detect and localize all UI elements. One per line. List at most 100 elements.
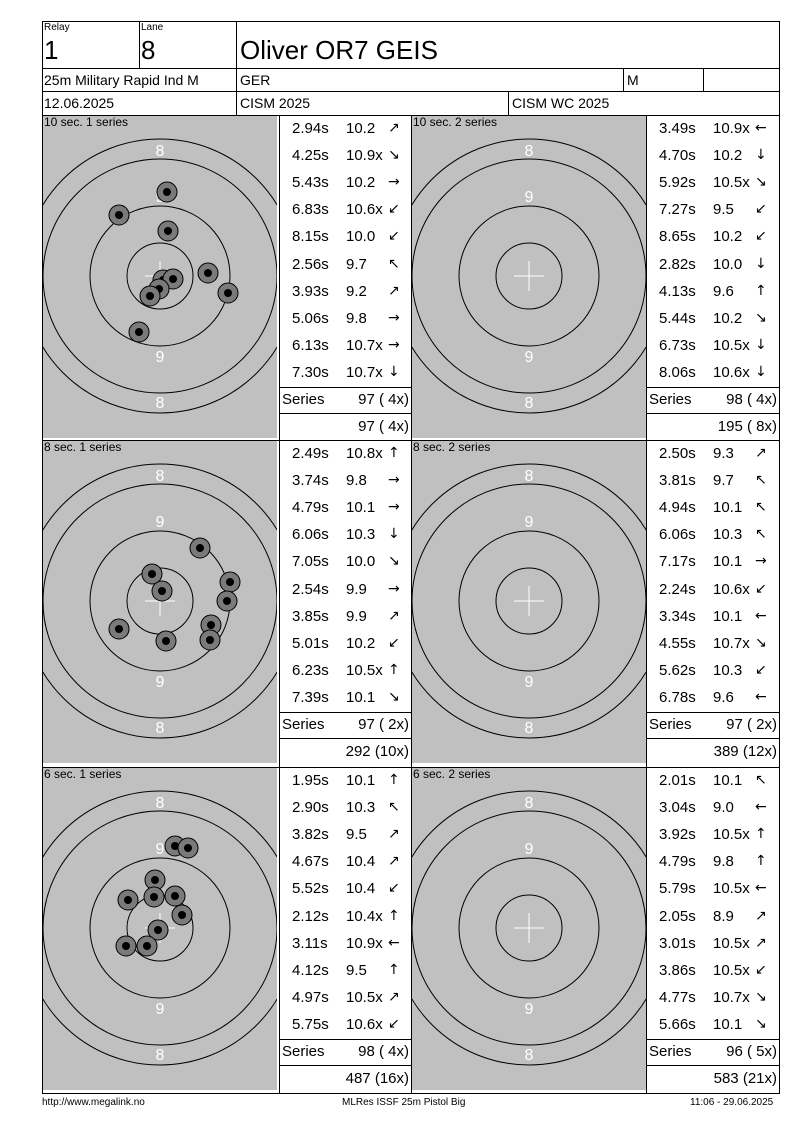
series-rule <box>646 1065 779 1066</box>
frame-right <box>779 21 780 1094</box>
shot-time: 3.81s <box>659 472 696 490</box>
shot-score: 10.2 <box>713 228 743 246</box>
shot-score: 9.9 <box>346 607 367 625</box>
series-total-value: 96 ( 5x) <box>726 1043 777 1060</box>
shot-direction-icon: → <box>388 472 400 489</box>
shot-row: 3.85s 9.9 ↗ <box>280 605 411 632</box>
shot-row: 5.66s 10.1 ↘ <box>647 1013 779 1040</box>
shot-row: 4.97s 10.5x ↗ <box>280 986 411 1013</box>
shot-row: 4.79s 9.8 ↑ <box>647 850 779 877</box>
shot-row: 3.11s 10.9x ← <box>280 932 411 959</box>
series-total-value: 98 ( 4x) <box>726 391 777 408</box>
shot-row: 3.81s 9.7 ↖ <box>647 469 779 496</box>
nation: GER <box>240 72 271 88</box>
series-total-row: Series 96 ( 5x) <box>647 1044 779 1064</box>
shot-time: 4.25s <box>292 147 329 165</box>
shot-row: 5.06s 9.8 → <box>280 307 411 334</box>
shot-direction-icon: ↖ <box>755 772 767 788</box>
running-total-row: 583 (21x) <box>647 1071 779 1091</box>
shot-direction-icon: ↙ <box>388 1015 400 1032</box>
shot-score: 10.0 <box>713 255 743 273</box>
running-total-value: 292 (10x) <box>345 743 409 760</box>
series-label: 6 sec. 2 series <box>413 768 491 781</box>
shot-row: 5.92s 10.5x ↘ <box>647 171 779 198</box>
shot-direction-icon: ↖ <box>755 472 767 489</box>
shot-row: 4.12s 9.5 ↑ <box>280 959 411 986</box>
series-total-row: Series 97 ( 4x) <box>280 392 411 412</box>
scoring-ring <box>43 483 277 719</box>
shot-row: 7.17s 10.1 → <box>647 550 779 577</box>
shot-direction-icon: ↗ <box>388 607 400 624</box>
shot-score: 9.5 <box>346 826 367 844</box>
ring-number: 8 <box>156 720 165 737</box>
shot-direction-icon: ↓ <box>755 147 767 164</box>
series-total-label: Series <box>649 391 692 408</box>
scoring-ring <box>412 138 646 414</box>
series-total-value: 97 ( 2x) <box>358 716 409 733</box>
shot-hole <box>155 630 177 652</box>
ring-number: 8 <box>525 1047 534 1064</box>
shot-score: 10.8x <box>346 445 383 462</box>
series-total-label: Series <box>282 716 325 733</box>
shot-direction-icon: ↙ <box>388 880 400 897</box>
shot-row: 2.82s 10.0 ↓ <box>647 253 779 280</box>
series-rule <box>646 413 779 414</box>
shot-row: 2.94s 10.2 ↗ <box>280 117 411 144</box>
ring-number: 8 <box>156 1047 165 1064</box>
footer-website: http://www.megalink.no <box>42 1097 145 1108</box>
shot-time: 6.13s <box>292 336 329 354</box>
shot-row: 2.01s 10.1 ↖ <box>647 769 779 796</box>
series-rule <box>646 738 779 739</box>
shot-row: 8.15s 10.0 ↙ <box>280 225 411 252</box>
scoring-ring <box>458 530 600 672</box>
shot-time: 2.90s <box>292 799 329 817</box>
shot-score: 9.3 <box>713 445 734 462</box>
shot-direction-icon: → <box>388 580 400 597</box>
gender: M <box>627 72 639 88</box>
shot-direction-icon: ← <box>755 607 767 624</box>
shot-score: 10.4x <box>346 907 383 925</box>
shot-row: 3.04s 9.0 ← <box>647 796 779 823</box>
shot-score: 10.5x <box>713 336 750 354</box>
shot-score: 10.0 <box>346 553 376 571</box>
ring-number: 8 <box>156 795 165 812</box>
shot-row: 4.79s 10.1 → <box>280 496 411 523</box>
shot-direction-icon: ↑ <box>388 907 400 924</box>
shot-time: 3.93s <box>292 282 329 300</box>
shot-row: 2.24s 10.6x ↙ <box>647 578 779 605</box>
shot-direction-icon: ↘ <box>755 988 767 1005</box>
shot-row: 6.78s 9.6 ← <box>647 686 779 713</box>
target-6: 8 9 9 8 6 sec. 2 series <box>412 768 646 1090</box>
shot-row: 4.94s 10.1 ↖ <box>647 496 779 523</box>
target-5: 8 9 9 8 6 sec. 1 series <box>43 768 277 1090</box>
ring-number: 9 <box>525 674 534 691</box>
shot-time: 6.23s <box>292 661 329 679</box>
series-label: 6 sec. 1 series <box>44 768 122 781</box>
shot-time: 5.62s <box>659 661 696 679</box>
shot-score: 10.4 <box>346 853 376 871</box>
shot-score: 10.6x <box>346 201 383 219</box>
running-total-value: 583 (21x) <box>713 1070 777 1087</box>
series-total-label: Series <box>649 716 692 733</box>
series-label: 10 sec. 2 series <box>413 116 498 129</box>
shot-time: 6.06s <box>659 526 696 544</box>
scoring-ring <box>495 242 563 310</box>
shot-direction-icon: ↙ <box>388 228 400 245</box>
shot-hole <box>217 282 239 304</box>
shot-row: 2.05s 8.9 ↗ <box>647 905 779 932</box>
shot-time: 2.24s <box>659 580 696 598</box>
running-total-row: 292 (10x) <box>280 744 411 764</box>
series-total-row: Series 97 ( 2x) <box>647 717 779 737</box>
scoring-ring <box>412 790 646 1066</box>
shot-score: 10.1 <box>713 553 743 571</box>
scoring-ring <box>126 242 194 310</box>
shot-row: 6.73s 10.5x ↓ <box>647 334 779 361</box>
shot-time: 8.06s <box>659 363 696 381</box>
shot-time: 6.73s <box>659 336 696 354</box>
ring-number: 8 <box>156 143 165 160</box>
series-rule <box>646 1039 779 1040</box>
shot-score: 10.9x <box>713 120 750 137</box>
shot-direction-icon: ← <box>388 934 400 951</box>
shot-score: 10.9x <box>346 147 383 165</box>
